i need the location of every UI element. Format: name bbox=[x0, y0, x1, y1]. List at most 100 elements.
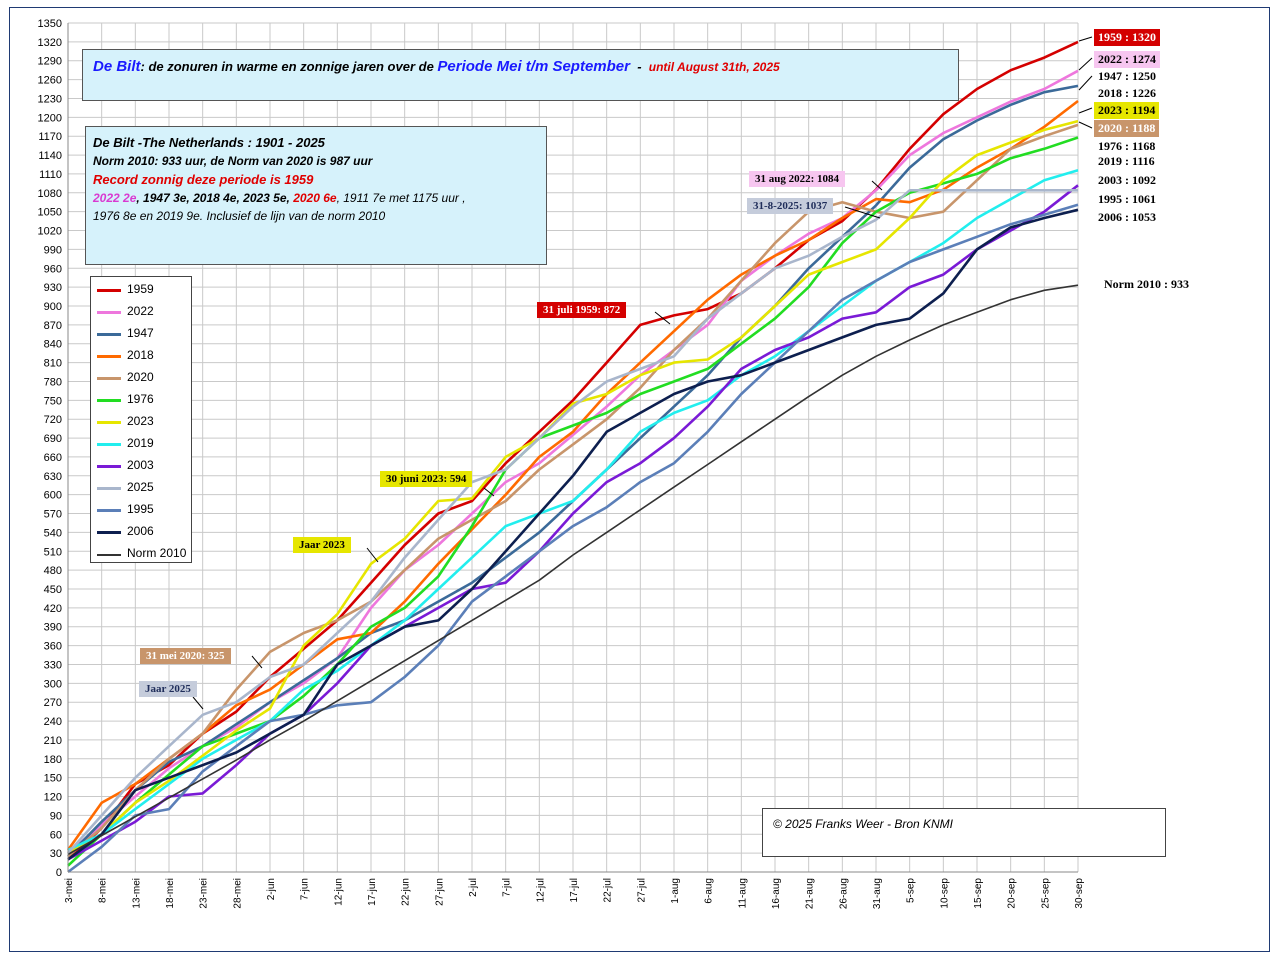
y-tick-label: 630 bbox=[44, 471, 62, 483]
y-tick-label: 30 bbox=[50, 848, 62, 860]
info-record: Record zonnig deze periode is 1959 bbox=[93, 172, 314, 187]
legend-item: 2003 bbox=[95, 456, 191, 476]
annotation-2022-aug: 31 aug 2022: 1084 bbox=[749, 171, 846, 187]
info-rank-2022: 2022 2e bbox=[93, 191, 137, 205]
legend-label: 2022 bbox=[127, 304, 154, 318]
x-tick-label: 5-sep bbox=[906, 878, 917, 903]
y-tick-label: 690 bbox=[44, 433, 62, 445]
y-tick-label: 660 bbox=[44, 452, 62, 464]
x-tick-label: 6-aug bbox=[704, 878, 715, 904]
end-label-2006: 2006 : 1053 bbox=[1098, 210, 1156, 224]
legend-swatch bbox=[97, 399, 121, 402]
legend-label: 1959 bbox=[127, 282, 154, 296]
x-tick-label: 13-mei bbox=[131, 878, 142, 909]
legend-label: 1995 bbox=[127, 502, 154, 516]
x-tick-label: 15-sep bbox=[973, 878, 984, 909]
annotation-1959-july: 31 juli 1959: 872 bbox=[537, 302, 627, 318]
legend-label: Norm 2010 bbox=[127, 546, 187, 560]
legend-label: 2025 bbox=[127, 480, 154, 494]
y-tick-label: 870 bbox=[44, 320, 62, 332]
legend: 1959 2022 1947 2018 2020 1976 2023 2019 2003 2025… bbox=[90, 276, 192, 563]
end-label-pointer bbox=[1078, 121, 1093, 129]
end-label-1947: 1947 : 1250 bbox=[1098, 69, 1156, 83]
legend-item: 2006 bbox=[95, 522, 191, 542]
x-tick-label: 7-jun bbox=[300, 878, 311, 900]
y-tick-label: 240 bbox=[44, 716, 62, 728]
annotation-pointer bbox=[366, 547, 379, 563]
title-sep: - bbox=[629, 59, 649, 74]
x-tick-label: 23-mei bbox=[199, 878, 210, 909]
info-ranking-2: 1976 8e en 2019 9e. Inclusief de lijn va… bbox=[93, 209, 386, 223]
annotation-pointer bbox=[251, 655, 263, 669]
x-tick-label: 25-sep bbox=[1040, 878, 1051, 909]
legend-label: 1947 bbox=[127, 326, 154, 340]
x-tick-label: 22-jul bbox=[603, 878, 614, 902]
series-line-2023 bbox=[67, 119, 1079, 855]
y-tick-label: 510 bbox=[44, 546, 62, 558]
y-tick-label: 390 bbox=[44, 622, 62, 634]
info-heading: De Bilt -The Netherlands : 1901 - 2025 bbox=[93, 135, 325, 150]
x-tick-label: 2-jun bbox=[266, 878, 277, 900]
y-tick-label: 1260 bbox=[38, 75, 62, 87]
end-label-pointer bbox=[1078, 36, 1093, 42]
y-tick-label: 960 bbox=[44, 263, 62, 275]
series-lines bbox=[66, 40, 1079, 874]
x-tick-label: 17-jun bbox=[367, 878, 378, 906]
legend-swatch bbox=[97, 487, 121, 490]
x-tick-label: 27-jun bbox=[434, 878, 445, 906]
y-tick-label: 1140 bbox=[38, 150, 62, 162]
legend-label: 2018 bbox=[127, 348, 154, 362]
x-tick-label: 3-mei bbox=[64, 878, 75, 903]
axes bbox=[67, 23, 1078, 873]
x-tick-label: 26-aug bbox=[838, 878, 849, 909]
x-tick-label: 16-aug bbox=[771, 878, 782, 909]
legend-label: 2020 bbox=[127, 370, 154, 384]
y-axis-ticks: 0 30 60 90 120 150 180 210 240 270 300 330 360 390 420… bbox=[38, 18, 62, 879]
y-tick-label: 210 bbox=[44, 735, 62, 747]
y-tick-label: 360 bbox=[44, 641, 62, 653]
annotation-pointer bbox=[871, 180, 883, 191]
x-tick-label: 17-jul bbox=[569, 878, 580, 902]
x-tick-label: 21-aug bbox=[805, 878, 816, 909]
y-tick-label: 90 bbox=[50, 810, 62, 822]
y-tick-label: 150 bbox=[44, 773, 62, 785]
end-label-2018: 2018 : 1226 bbox=[1098, 86, 1156, 100]
annotation-pointer bbox=[654, 311, 671, 325]
x-tick-label: 7-jul bbox=[502, 878, 513, 897]
legend-label: 2023 bbox=[127, 414, 154, 428]
end-label-pointer bbox=[1078, 107, 1093, 114]
annotation-pointer bbox=[192, 696, 204, 710]
x-tick-label: 22-jun bbox=[401, 878, 412, 906]
end-label-pointer bbox=[1078, 75, 1093, 91]
x-tick-label: 12-jul bbox=[535, 878, 546, 902]
x-tick-label: 27-jul bbox=[636, 878, 647, 902]
legend-swatch bbox=[97, 421, 121, 424]
x-axis-ticks: 3-mei 8-mei 13-mei 18-mei 23-mei 28-mei 2-jun 7… bbox=[64, 878, 1085, 910]
annotation-pointer bbox=[844, 206, 881, 219]
legend-item: 2018 bbox=[95, 346, 191, 366]
legend-item: 2025 bbox=[95, 478, 191, 498]
x-tick-label: 2-jul bbox=[468, 878, 479, 897]
y-tick-label: 1080 bbox=[38, 188, 62, 200]
end-label-2020: 2020 : 1188 bbox=[1094, 120, 1160, 137]
title-until: until August 31th, 2025 bbox=[648, 60, 780, 74]
y-tick-label: 810 bbox=[44, 358, 62, 370]
end-label-2003: 2003 : 1092 bbox=[1098, 173, 1156, 187]
title-box: De Bilt: de zonuren in warme en zonnige … bbox=[82, 49, 959, 101]
annotation-2025-aug: 31-8-2025: 1037 bbox=[747, 198, 834, 214]
x-tick-label: 20-sep bbox=[1007, 878, 1018, 909]
legend-swatch bbox=[97, 531, 121, 534]
y-tick-label: 840 bbox=[44, 339, 62, 351]
y-tick-label: 60 bbox=[50, 829, 62, 841]
legend-swatch bbox=[97, 509, 121, 512]
y-tick-label: 180 bbox=[44, 754, 62, 766]
legend-item: 2023 bbox=[95, 412, 191, 432]
series-line-1959 bbox=[67, 40, 1079, 861]
y-tick-label: 480 bbox=[44, 565, 62, 577]
end-label-1995: 1995 : 1061 bbox=[1098, 192, 1156, 206]
legend-swatch bbox=[97, 443, 121, 446]
y-tick-label: 1170 bbox=[38, 131, 62, 143]
x-tick-label: 31-aug bbox=[872, 878, 883, 909]
series-line-2006 bbox=[67, 208, 1079, 861]
